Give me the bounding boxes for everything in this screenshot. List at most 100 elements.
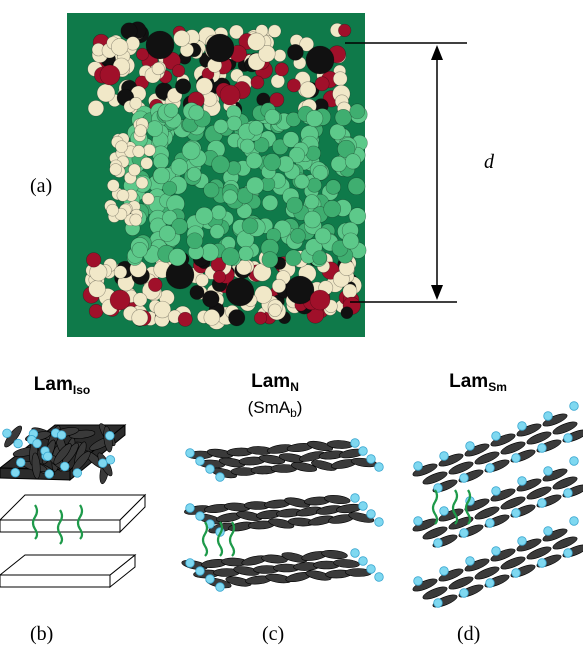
atom — [171, 159, 188, 176]
head-group — [538, 499, 547, 508]
head-group — [564, 489, 573, 498]
phase-title: LamIso — [34, 374, 90, 397]
head-group — [492, 547, 501, 556]
atom — [133, 145, 145, 157]
atom — [295, 174, 309, 188]
head-group — [538, 444, 547, 453]
atom — [159, 225, 175, 241]
atom — [204, 182, 219, 197]
atom — [341, 307, 353, 319]
atom — [86, 253, 101, 268]
head-group — [375, 518, 384, 527]
dimension-label: d — [484, 151, 495, 173]
atom — [178, 312, 192, 326]
head-group — [414, 577, 423, 586]
title-subscript: N — [290, 380, 299, 394]
atom — [274, 50, 286, 62]
head-group — [492, 432, 501, 441]
atom — [306, 110, 323, 127]
atom — [187, 167, 201, 181]
head-group — [206, 575, 215, 584]
head-group — [460, 589, 469, 598]
head-group — [564, 549, 573, 558]
atom — [206, 34, 234, 62]
head-group — [43, 452, 52, 461]
atom — [130, 214, 142, 226]
head-group — [466, 442, 475, 451]
head-group — [367, 455, 376, 464]
atom — [343, 233, 359, 249]
atom — [213, 271, 225, 283]
atom — [331, 156, 347, 172]
title-main: Lam — [34, 374, 73, 395]
atom — [164, 103, 178, 117]
atom — [300, 82, 316, 98]
head-group — [186, 559, 195, 568]
head-group — [375, 573, 384, 582]
atom — [222, 248, 240, 266]
atom — [324, 200, 341, 217]
atom — [223, 190, 237, 204]
atom — [249, 121, 264, 136]
plate-side — [0, 575, 110, 587]
atom — [133, 293, 147, 307]
atom — [247, 177, 264, 194]
head-group — [206, 465, 215, 474]
head-group — [466, 557, 475, 566]
head-group — [367, 565, 376, 574]
atom — [136, 177, 148, 189]
head-group — [434, 599, 443, 608]
atom — [306, 46, 334, 74]
atom — [107, 180, 119, 192]
atom — [189, 105, 204, 120]
atom — [212, 156, 230, 174]
atom — [182, 142, 200, 160]
head-group — [570, 517, 579, 526]
atom — [262, 195, 278, 211]
atom — [242, 218, 258, 234]
figure: (a) d LamIso LamN (SmAb) LamSm (b) (c) (… — [0, 0, 583, 650]
head-group — [486, 579, 495, 588]
head-group — [196, 567, 205, 576]
atom — [254, 312, 267, 325]
head-group — [33, 439, 42, 448]
head-group — [460, 529, 469, 538]
atom — [89, 304, 103, 318]
head-group — [14, 439, 23, 448]
atom — [152, 62, 164, 74]
atom — [141, 157, 153, 169]
head-group — [434, 539, 443, 548]
atom — [88, 100, 104, 116]
head-group — [518, 537, 527, 546]
subtitle-main: (SmA — [248, 398, 291, 417]
head-group — [351, 549, 360, 558]
atom — [172, 65, 184, 77]
title-main: Lam — [251, 371, 290, 392]
head-group — [3, 429, 12, 438]
atom — [117, 189, 129, 201]
atom — [240, 139, 254, 153]
atom — [169, 248, 186, 265]
atom — [147, 121, 163, 137]
atom — [214, 119, 228, 133]
atom — [315, 228, 331, 244]
head-group — [570, 457, 579, 466]
panel-label: (c) — [262, 623, 284, 645]
atom — [116, 141, 128, 153]
atom — [333, 72, 347, 86]
head-group — [351, 494, 360, 503]
head-group — [375, 463, 384, 472]
atom — [89, 280, 106, 297]
atom — [326, 180, 341, 195]
atom — [228, 310, 244, 326]
atom — [100, 65, 120, 85]
atom — [111, 39, 128, 56]
head-group — [512, 509, 521, 518]
atom — [226, 278, 254, 306]
head-group — [486, 464, 495, 473]
atom — [345, 154, 360, 169]
plate-top — [0, 495, 145, 520]
atom — [307, 178, 321, 192]
phase-title: LamN — [251, 371, 299, 394]
atom — [335, 109, 351, 125]
